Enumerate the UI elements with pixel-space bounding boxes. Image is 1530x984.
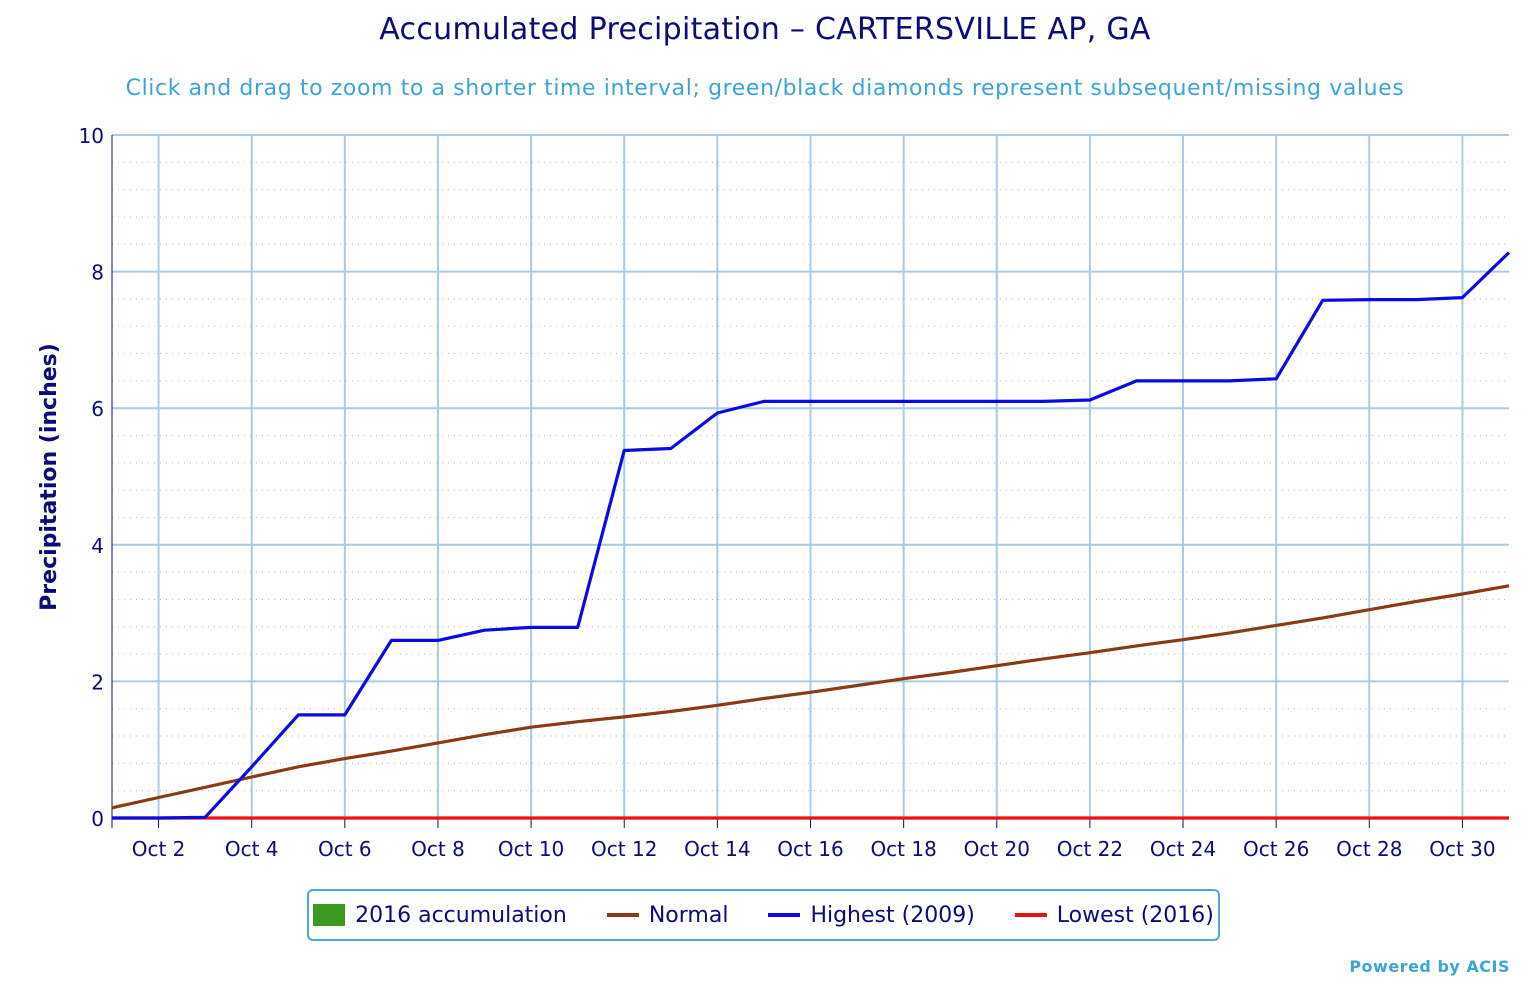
x-tick-label: Oct 20 (964, 837, 1030, 861)
legend-label-highest: Highest (2009) (810, 902, 975, 928)
chart-title: Accumulated Precipitation – CARTERSVILLE… (379, 12, 1151, 47)
x-tick-label: Oct 14 (684, 837, 750, 861)
y-tick-label: 6 (91, 397, 104, 421)
x-tick-label: Oct 4 (225, 837, 279, 861)
legend-swatch-lowest (1014, 913, 1047, 917)
x-tick-label: Oct 6 (318, 837, 372, 861)
legend-label-2016: 2016 accumulation (355, 902, 567, 928)
axes: 0 2 4 6 8 10 Oct 2 Oct 4 Oct 6 Oct 8 Oct 10 Oct 12 O… (79, 124, 1509, 861)
y-tick-label: 2 (91, 670, 104, 694)
legend-item-lowest[interactable]: Lowest (2016) (1014, 902, 1214, 928)
legend-swatch-highest (768, 913, 801, 917)
legend-item-highest[interactable]: Highest (2009) (768, 902, 975, 928)
series-lines (111, 251, 1511, 820)
series-line-normal (111, 584, 1510, 810)
legend-swatch-normal (606, 913, 639, 917)
legend-item-normal[interactable]: Normal (606, 902, 729, 928)
x-tick-label: Oct 8 (411, 837, 465, 861)
series-line-highest-2009 (112, 251, 1511, 820)
y-axis-label: Precipitation (inches) (37, 343, 62, 611)
x-tick-label: Oct 18 (870, 837, 936, 861)
y-tick-label: 10 (79, 124, 104, 148)
y-tick-label: 0 (91, 807, 104, 831)
y-tick-label: 4 (91, 534, 104, 558)
legend: 2016 accumulation Normal Highest (2009) … (307, 889, 1220, 941)
x-tick-label: Oct 12 (591, 837, 657, 861)
x-tick-label: Oct 22 (1057, 837, 1123, 861)
x-tick-label: Oct 10 (498, 837, 564, 861)
legend-item-2016-accumulation[interactable]: 2016 accumulation (313, 903, 567, 928)
chart-subtitle: Click and drag to zoom to a shorter time… (125, 76, 1405, 101)
y-tick-label: 8 (91, 261, 104, 285)
x-tick-label: Oct 24 (1150, 837, 1216, 861)
precipitation-chart[interactable]: 0 2 4 6 8 10 Oct 2 Oct 4 Oct 6 Oct 8 Oct 10 Oct 12 O… (0, 0, 1530, 880)
x-tick-label: Oct 2 (132, 837, 186, 861)
x-tick-label: Oct 16 (777, 837, 843, 861)
x-tick-label: Oct 26 (1243, 837, 1309, 861)
x-tick-label: Oct 28 (1336, 837, 1402, 861)
legend-label-normal: Normal (648, 902, 729, 928)
legend-label-lowest: Lowest (2016) (1056, 902, 1214, 928)
legend-swatch-2016 (313, 904, 346, 926)
powered-by-acis-link[interactable]: Powered by ACIS (1349, 957, 1510, 976)
x-tick-label: Oct 30 (1429, 837, 1495, 861)
